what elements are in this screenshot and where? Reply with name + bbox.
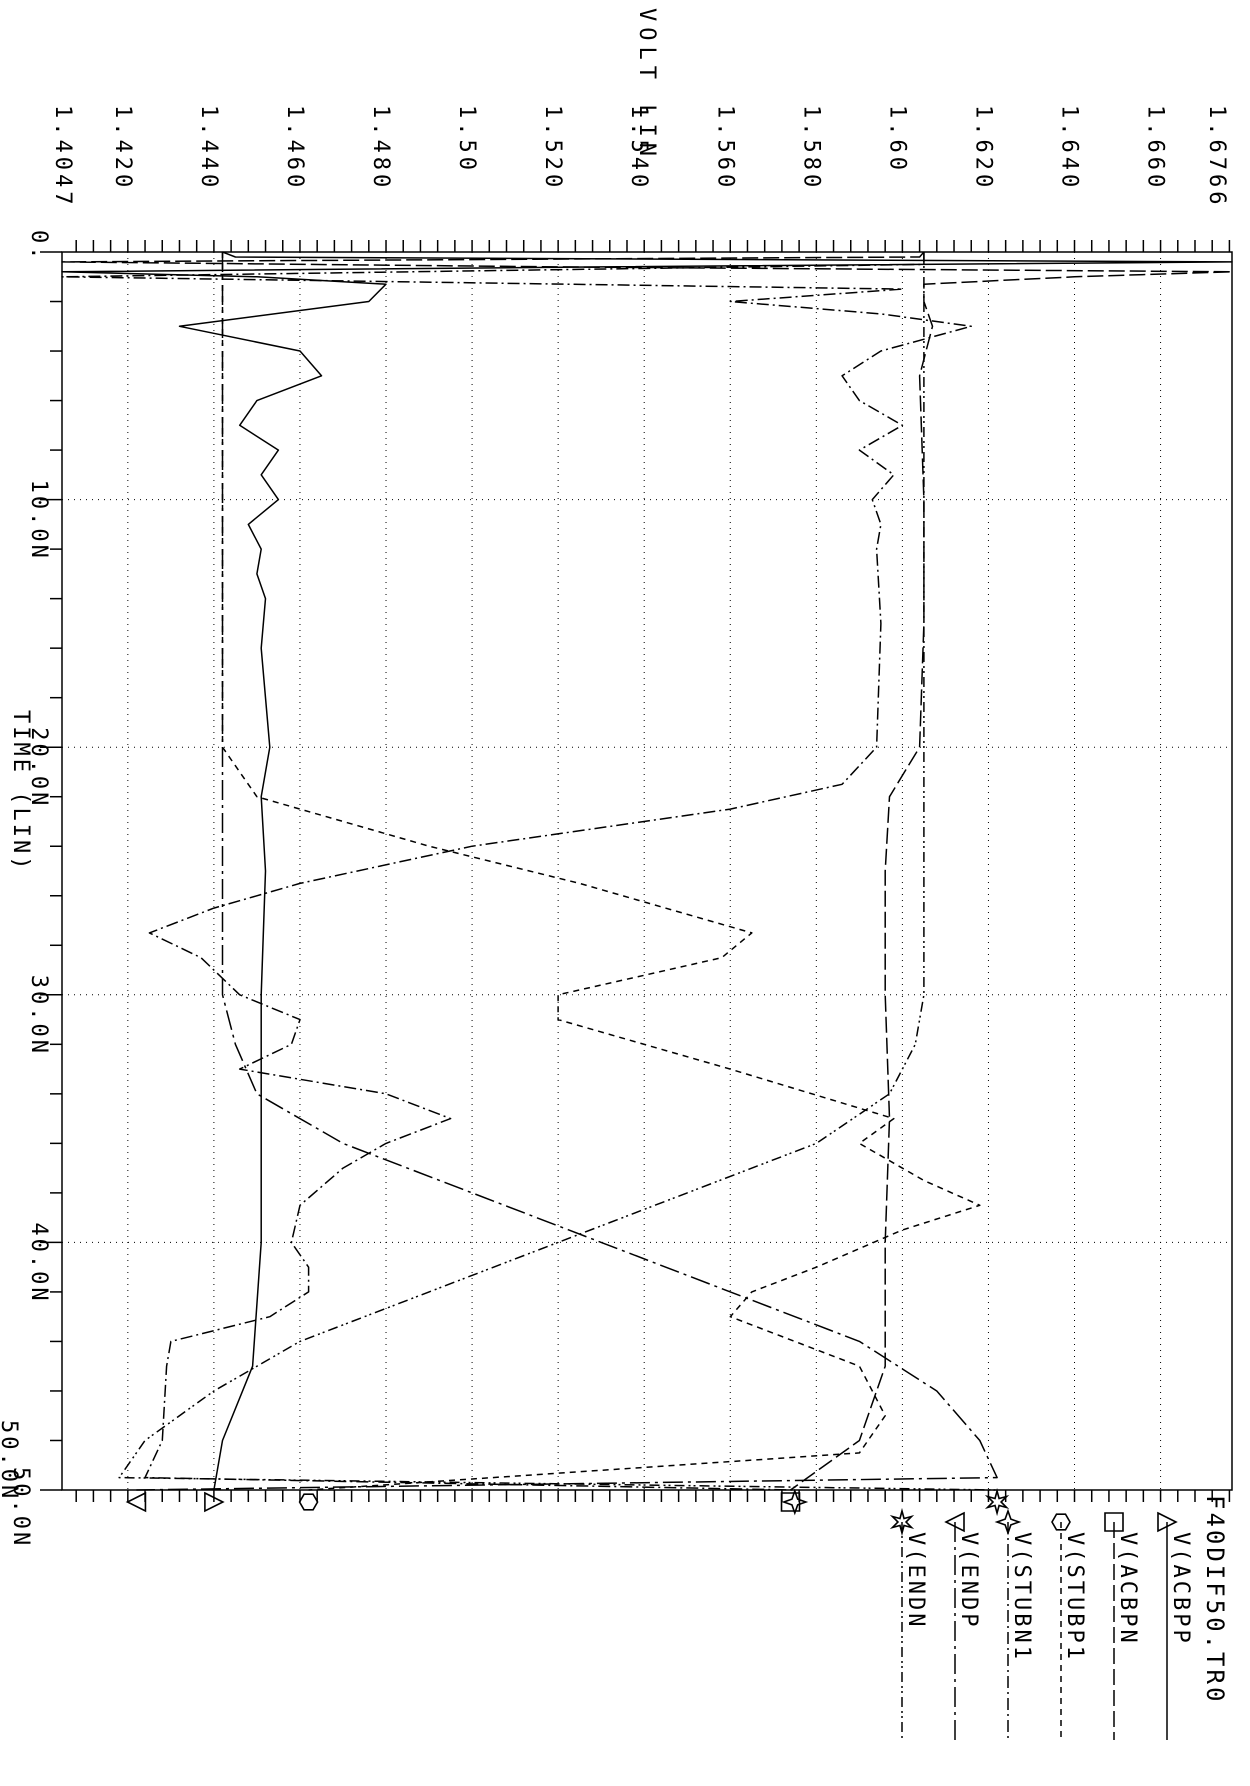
legend-label: V(ENDP bbox=[956, 1532, 981, 1629]
y-tick-label: 1.6766 bbox=[1204, 105, 1229, 208]
y-tick-label: 1.420 bbox=[110, 105, 135, 191]
series-line-5 bbox=[136, 252, 998, 1491]
triangle-marker bbox=[204, 1491, 225, 1513]
y-tick-label: 1.560 bbox=[712, 105, 737, 191]
legend-entry: V(STUBP1 bbox=[1051, 1513, 1087, 1740]
legend-label: V(ACBPN bbox=[1115, 1532, 1140, 1646]
star-6-marker bbox=[984, 1487, 1010, 1517]
y-tick-label: 1.620 bbox=[970, 105, 995, 191]
legend-label: V(ENDN bbox=[903, 1532, 928, 1629]
plot-frame bbox=[61, 251, 1233, 1491]
legend-entry: V(STUBN1 bbox=[994, 1508, 1034, 1740]
triangle-left-marker bbox=[944, 1511, 965, 1533]
triangle-marker bbox=[1157, 1511, 1178, 1533]
x-axis-extra-label: 50.0N bbox=[8, 1467, 33, 1548]
y-tick-label: 1.4047 bbox=[50, 105, 75, 208]
x-axis-title: TIME (LIN) bbox=[8, 710, 33, 872]
series-line-1 bbox=[61, 251, 1233, 1491]
legend-entry: V(ACBPN bbox=[1104, 1512, 1140, 1740]
star-marker bbox=[781, 1488, 809, 1516]
y-tick-label: 1.60 bbox=[884, 105, 909, 174]
x-tick-label: 40.0N bbox=[26, 1222, 51, 1303]
x-tick-label: 50.0N bbox=[0, 1420, 21, 1501]
y-tick-label: 1.50 bbox=[454, 105, 479, 174]
legend-label: V(ACBPP bbox=[1168, 1532, 1193, 1646]
legend-entry: V(ENDP bbox=[944, 1511, 981, 1740]
star-marker bbox=[994, 1508, 1022, 1536]
series-line-6 bbox=[118, 252, 998, 1491]
y-tick-label: 1.460 bbox=[282, 105, 307, 191]
legend-entry: V(ACBPP bbox=[1157, 1511, 1193, 1740]
legend-entry: V(ENDN bbox=[889, 1507, 928, 1740]
axis-ticks bbox=[40, 240, 1231, 1502]
triangle-left-marker bbox=[125, 1491, 147, 1513]
data-series bbox=[61, 251, 1233, 1491]
plot-border bbox=[61, 251, 1233, 1491]
series-line-2 bbox=[61, 251, 1233, 1491]
x-tick-label: 30.0N bbox=[26, 975, 51, 1056]
series-line-3 bbox=[221, 252, 981, 1491]
y-tick-label: 1.540 bbox=[626, 105, 651, 191]
y-axis-title: VOLT LIN bbox=[634, 8, 659, 162]
x-tick-label: 0. bbox=[26, 230, 51, 263]
y-tick-label: 1.520 bbox=[540, 105, 565, 191]
star-6-marker bbox=[889, 1507, 915, 1537]
axis-tick-labels: 1.4047 1.420 1.440 1.460 1.480 1.50 1.520 1.540… bbox=[0, 105, 1229, 1501]
hexagon-marker bbox=[298, 1493, 319, 1511]
hexagon-marker bbox=[1051, 1513, 1071, 1531]
y-tick-label: 1.440 bbox=[196, 105, 221, 191]
grid-lines bbox=[62, 252, 1232, 1490]
y-tick-label: 1.640 bbox=[1057, 105, 1082, 191]
series-end-markers bbox=[125, 1487, 1010, 1517]
x-tick-label: 20.0N bbox=[26, 727, 51, 808]
legend: V(ACBPP V(ACBPN V(STUBP1 V(STUBN1 V(ENDP V(EN… bbox=[889, 1507, 1193, 1740]
y-tick-label: 1.660 bbox=[1143, 105, 1168, 191]
y-tick-label: 1.480 bbox=[368, 105, 393, 191]
series-line-4 bbox=[61, 252, 972, 1491]
legend-label: V(STUBN1 bbox=[1009, 1532, 1034, 1662]
legend-label: V(STUBP1 bbox=[1062, 1532, 1087, 1662]
y-tick-label: 1.580 bbox=[798, 105, 823, 191]
square-marker bbox=[1104, 1512, 1124, 1532]
chart-title: F40DIF50.TR0 bbox=[1201, 1495, 1229, 1704]
x-tick-label: 10.0N bbox=[26, 480, 51, 561]
